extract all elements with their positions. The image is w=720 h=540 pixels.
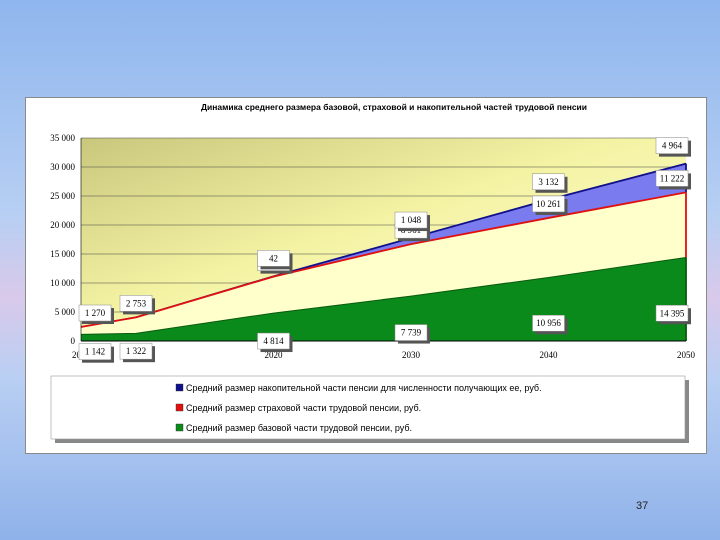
chart-frame: Динамика среднего размера базовой, страх… [25, 97, 707, 454]
y-axis-ticks: 35 000 30 000 25 000 20 000 15 000 10 000 5 00… [50, 133, 75, 346]
callout-box [119, 342, 153, 360]
callout-box [78, 304, 112, 322]
y-tick-label: 30 000 [50, 162, 75, 172]
data-label: 42 [269, 253, 278, 263]
page-number: 37 [636, 500, 649, 512]
series-area-1 [81, 192, 686, 335]
y-tick-label: 15 000 [50, 249, 75, 259]
data-label: 1 322 [126, 346, 146, 356]
data-label: 1 048 [401, 215, 422, 225]
data-callouts: 1 142 1 322 4 814 7 739 10 956 14 395 1 270 2 7… [78, 137, 691, 363]
y-tick-label: 5 000 [55, 307, 76, 317]
series-line-1 [80, 191, 687, 328]
data-label: 7 739 [401, 328, 422, 338]
legend-label-1: Средний размер страховой части трудовой … [186, 403, 421, 413]
data-label: 4 964 [662, 141, 683, 151]
callout-box [257, 332, 290, 350]
callout-box [78, 343, 112, 360]
x-tick-label: 2050 [677, 350, 696, 360]
legend-label-0: Средний размер базовой части трудовой пе… [186, 423, 412, 433]
data-label: 11 222 [660, 173, 684, 183]
data-label: 10 261 [536, 199, 561, 209]
y-tick-label: 20 000 [50, 220, 75, 230]
data-label: 10 956 [536, 318, 561, 328]
legend-swatch-0 [175, 423, 184, 432]
callout-box [119, 295, 153, 312]
y-tick-label: 0 [71, 336, 76, 346]
series-line-0 [80, 257, 687, 335]
callout-box [655, 137, 689, 154]
pension-area-chart: Динамика среднего размера базовой, страх… [26, 98, 706, 453]
data-label: 1 270 [85, 308, 106, 318]
data-label: 2 753 [126, 298, 147, 308]
x-tick-label: 2040 [540, 350, 559, 360]
legend-swatch-2 [175, 383, 184, 392]
data-label: 3 132 [538, 177, 558, 187]
legend-box [50, 375, 686, 440]
callout-box [257, 250, 290, 267]
data-label: 4 814 [263, 336, 284, 346]
legend-label-2: Средний размер накопительной части пенси… [186, 383, 542, 393]
callout-box [394, 324, 428, 341]
y-tick-label: 35 000 [50, 133, 75, 143]
callout-box [394, 211, 428, 229]
y-tick-label: 25 000 [50, 191, 75, 201]
chart-title: Динамика среднего размера базовой, страх… [201, 102, 587, 112]
callout-box [532, 314, 565, 332]
legend-swatch-1 [175, 403, 184, 412]
x-tick-label: 2020 [265, 350, 284, 360]
callout-box [532, 173, 565, 191]
callout-box [532, 195, 565, 213]
x-tick-label: 2030 [402, 350, 421, 360]
data-label: 14 395 [660, 308, 685, 318]
y-tick-label: 10 000 [50, 278, 75, 288]
legend: Средний размер накопительной части пенси… [50, 375, 689, 443]
callout-box [655, 305, 689, 322]
callout-box [655, 170, 689, 187]
data-label: 1 142 [85, 347, 105, 357]
